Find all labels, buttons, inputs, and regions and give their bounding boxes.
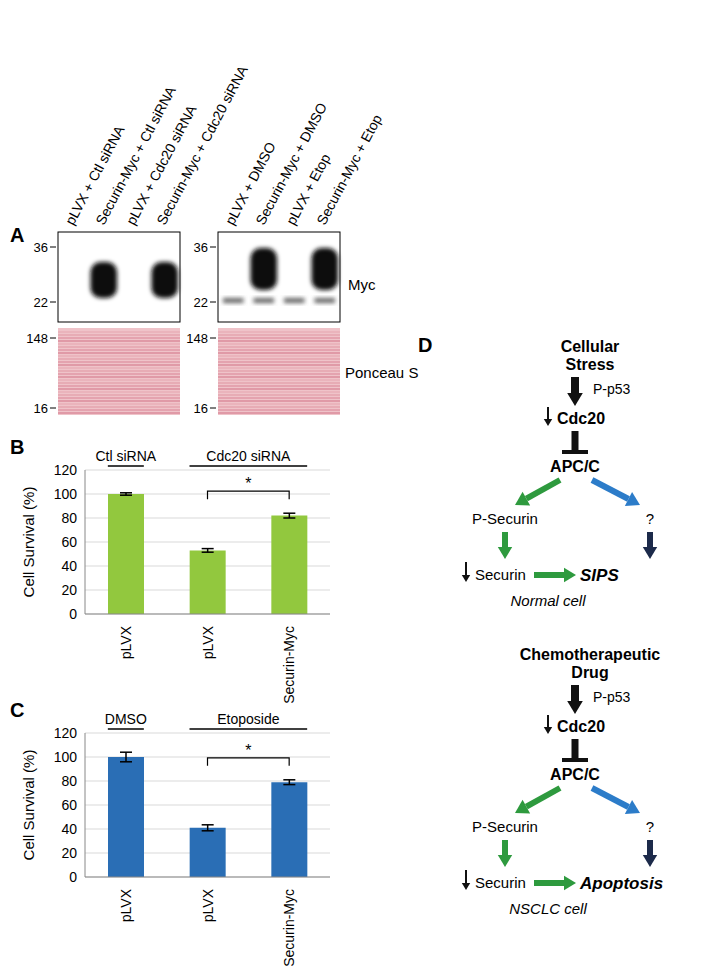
svg-text:Cell Survival (%): Cell Survival (%) bbox=[20, 487, 37, 598]
svg-text:*: * bbox=[245, 475, 251, 492]
svg-text:pLVX + DMSO: pLVX + DMSO bbox=[221, 139, 279, 228]
svg-text:22: 22 bbox=[34, 295, 48, 310]
svg-text:P-p53: P-p53 bbox=[593, 381, 631, 397]
svg-text:148: 148 bbox=[26, 331, 48, 346]
svg-text:Stress: Stress bbox=[566, 356, 615, 373]
html-text:C: C bbox=[10, 699, 25, 721]
svg-text:SIPS: SIPS bbox=[580, 566, 619, 585]
svg-text:NSCLC cell: NSCLC cell bbox=[509, 900, 587, 917]
svg-text:Drug: Drug bbox=[571, 664, 608, 681]
svg-text:Myc: Myc bbox=[348, 276, 376, 293]
svg-text:?: ? bbox=[646, 818, 654, 835]
svg-text:pLVX + Etop: pLVX + Etop bbox=[282, 151, 334, 228]
svg-text:pLVX + Ctl siRNA: pLVX + Ctl siRNA bbox=[61, 122, 128, 228]
svg-text:Apoptosis: Apoptosis bbox=[579, 874, 663, 893]
svg-text:D: D bbox=[418, 334, 432, 356]
svg-text:120: 120 bbox=[54, 462, 78, 478]
svg-text:80: 80 bbox=[61, 773, 77, 789]
svg-text:20: 20 bbox=[61, 582, 77, 598]
svg-text:Securin-Myc + DMSO: Securin-Myc + DMSO bbox=[252, 100, 331, 228]
svg-text:Securin-Myc + Etop: Securin-Myc + Etop bbox=[313, 112, 385, 228]
svg-text:40: 40 bbox=[61, 821, 77, 837]
svg-text:pLVX: pLVX bbox=[200, 888, 216, 922]
svg-text:Cdc20 siRNA: Cdc20 siRNA bbox=[206, 448, 291, 464]
svg-text:P-p53: P-p53 bbox=[593, 689, 631, 705]
svg-text:Normal cell: Normal cell bbox=[510, 592, 586, 609]
svg-text:P-Securin: P-Securin bbox=[472, 818, 538, 835]
svg-text:20: 20 bbox=[61, 845, 77, 861]
svg-text:100: 100 bbox=[54, 486, 78, 502]
svg-text:APC/C: APC/C bbox=[550, 766, 600, 783]
svg-text:36: 36 bbox=[34, 240, 48, 255]
svg-text:60: 60 bbox=[61, 534, 77, 550]
svg-text:*: * bbox=[245, 742, 251, 759]
svg-text:Securin-Myc: Securin-Myc bbox=[281, 889, 297, 967]
svg-text:pLVX + Cdc20 siRNA: pLVX + Cdc20 siRNA bbox=[122, 102, 200, 228]
svg-text:0: 0 bbox=[69, 606, 77, 622]
svg-text:0: 0 bbox=[69, 869, 77, 885]
svg-text:DMSO: DMSO bbox=[105, 711, 147, 727]
svg-text:60: 60 bbox=[61, 797, 77, 813]
svg-text:80: 80 bbox=[61, 510, 77, 526]
svg-text:Ctl siRNA: Ctl siRNA bbox=[95, 448, 156, 464]
svg-text:16: 16 bbox=[34, 401, 48, 416]
svg-text:40: 40 bbox=[61, 558, 77, 574]
svg-text:APC/C: APC/C bbox=[550, 458, 600, 475]
html-text:B: B bbox=[10, 436, 25, 458]
svg-text:100: 100 bbox=[54, 749, 78, 765]
svg-text:P-Securin: P-Securin bbox=[472, 510, 538, 527]
svg-text:Securin-Myc + Ctl siRNA: Securin-Myc + Ctl siRNA bbox=[92, 83, 179, 228]
svg-text:120: 120 bbox=[54, 725, 78, 741]
svg-text:Ponceau S: Ponceau S bbox=[345, 364, 418, 381]
svg-text:Securin: Securin bbox=[475, 874, 526, 891]
svg-text:?: ? bbox=[646, 510, 654, 527]
svg-text:pLVX: pLVX bbox=[200, 625, 216, 659]
svg-text:Etoposide: Etoposide bbox=[217, 711, 279, 727]
svg-text:Cellular: Cellular bbox=[561, 338, 620, 355]
svg-text:22: 22 bbox=[194, 295, 208, 310]
svg-text:Securin-Myc + Cdc20 siRNA: Securin-Myc + Cdc20 siRNA bbox=[153, 62, 251, 228]
svg-text:36: 36 bbox=[194, 240, 208, 255]
svg-text:16: 16 bbox=[194, 401, 208, 416]
svg-text:Chemotherapeutic: Chemotherapeutic bbox=[520, 646, 661, 663]
svg-text:A: A bbox=[10, 224, 24, 246]
svg-text:148: 148 bbox=[186, 331, 208, 346]
svg-text:Cell Survival (%): Cell Survival (%) bbox=[20, 750, 37, 861]
svg-text:pLVX: pLVX bbox=[118, 625, 134, 659]
svg-text:Cdc20: Cdc20 bbox=[557, 410, 605, 427]
svg-text:Securin-Myc: Securin-Myc bbox=[281, 626, 297, 704]
svg-text:Securin: Securin bbox=[475, 566, 526, 583]
svg-text:pLVX: pLVX bbox=[118, 888, 134, 922]
svg-text:Cdc20: Cdc20 bbox=[557, 718, 605, 735]
